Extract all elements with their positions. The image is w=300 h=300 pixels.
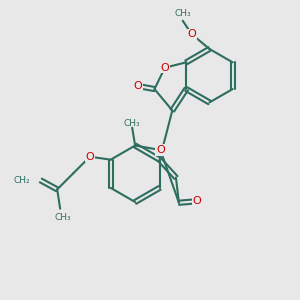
Text: CH₃: CH₃ [124,119,140,128]
Text: CH₂: CH₂ [14,176,30,185]
Text: O: O [134,81,142,91]
Text: O: O [192,196,201,206]
Text: O: O [187,29,196,39]
Text: O: O [85,152,94,162]
Text: O: O [160,63,169,73]
Text: CH₃: CH₃ [55,213,71,222]
Text: O: O [156,145,165,155]
Text: CH₃: CH₃ [174,9,191,18]
